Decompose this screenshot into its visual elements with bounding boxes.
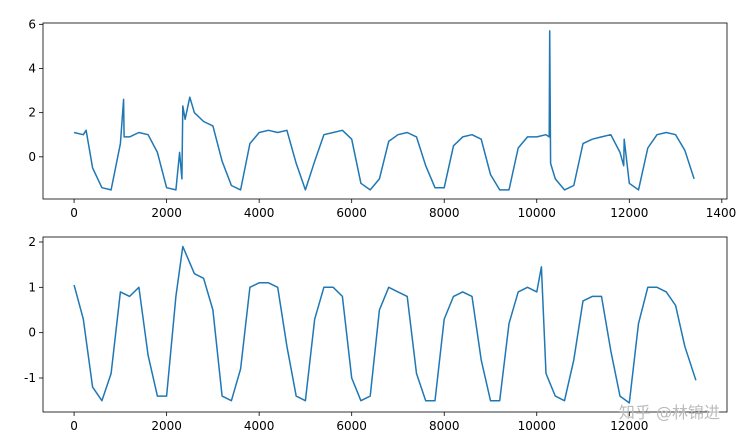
- x-tick-label: 12000: [610, 419, 648, 433]
- x-tick-label: 12000: [610, 206, 648, 220]
- x-tick-label: 4000: [244, 206, 275, 220]
- x-tick-label: 2000: [151, 206, 182, 220]
- y-tick-label: 4: [28, 61, 36, 75]
- x-tick-label: 0: [70, 419, 78, 433]
- y-tick-label: 2: [28, 106, 36, 120]
- y-tick-label: 6: [28, 17, 36, 31]
- x-tick-label: 10000: [518, 419, 556, 433]
- x-tick-label: 8000: [429, 419, 460, 433]
- x-tick-label: 2000: [151, 419, 182, 433]
- axes-frame: [42, 22, 728, 200]
- data-line: [73, 245, 697, 404]
- y-tick-label: 0: [28, 150, 36, 164]
- data-line: [73, 30, 695, 191]
- x-tick-label: 1400: [706, 206, 737, 220]
- y-tick-label: -1: [24, 371, 36, 385]
- axes-frame: [42, 236, 728, 413]
- x-tick-label: 4000: [244, 419, 275, 433]
- watermark: 知乎 @林锦进: [619, 403, 720, 422]
- y-tick-label: 2: [28, 235, 36, 249]
- x-tick-label: 6000: [336, 419, 367, 433]
- x-tick-label: 8000: [429, 206, 460, 220]
- x-tick-label: 0: [70, 206, 78, 220]
- x-tick-label: 6000: [336, 206, 367, 220]
- x-tick-label: 10000: [518, 206, 556, 220]
- y-tick-label: 0: [28, 326, 36, 340]
- y-tick-label: 1: [28, 280, 36, 294]
